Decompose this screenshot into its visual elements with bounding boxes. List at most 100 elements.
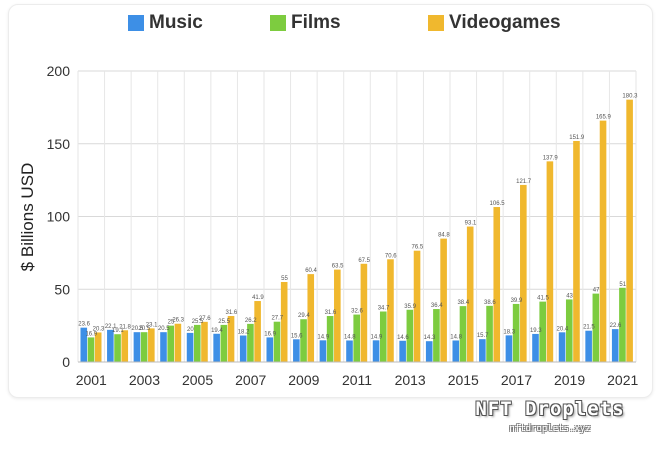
data-label-films: 26.2 bbox=[245, 318, 257, 324]
watermark-subtitle: nftdroplets.xyz bbox=[509, 424, 591, 434]
data-label-videogames: 137.9 bbox=[543, 155, 559, 161]
data-label-videogames: 84.8 bbox=[438, 233, 450, 239]
bar-films-2021 bbox=[619, 287, 626, 362]
bar-films-2018 bbox=[539, 301, 546, 362]
data-label-videogames: 20.3 bbox=[93, 326, 105, 332]
bar-music-2019 bbox=[558, 332, 566, 362]
bar-films-2007 bbox=[247, 323, 254, 362]
bar-films-2002 bbox=[114, 334, 121, 362]
data-label-music: 19.3 bbox=[530, 328, 542, 334]
data-label-films: 32.6 bbox=[351, 309, 363, 315]
bar-music-2010 bbox=[319, 340, 327, 362]
bar-music-2006 bbox=[213, 333, 220, 362]
bar-music-2014 bbox=[425, 341, 433, 362]
legend-swatch-videogames bbox=[428, 15, 444, 31]
legend-label-music: Music bbox=[149, 12, 203, 33]
data-label-films: 36.4 bbox=[431, 303, 443, 309]
bar-films-2004 bbox=[167, 325, 174, 362]
x-tick-label: 2017 bbox=[501, 372, 532, 388]
bar-videogames-2015 bbox=[466, 226, 474, 362]
x-tick-label: 2013 bbox=[395, 372, 426, 388]
bar-videogames-2001 bbox=[94, 332, 102, 362]
x-tick-label: 2001 bbox=[76, 372, 107, 388]
bar-music-2018 bbox=[532, 333, 539, 362]
data-label-videogames: 121.7 bbox=[516, 179, 532, 185]
bar-music-2003 bbox=[133, 332, 141, 362]
data-label-music: 22.6 bbox=[610, 323, 622, 329]
y-tick-label: 50 bbox=[54, 281, 70, 297]
bar-films-2019 bbox=[565, 299, 573, 362]
data-label-videogames: 70.6 bbox=[385, 253, 397, 259]
bars-layer bbox=[80, 99, 633, 362]
data-label-films: 51 bbox=[619, 282, 626, 288]
data-label-videogames: 93.1 bbox=[465, 221, 477, 227]
data-label-music: 23.6 bbox=[78, 322, 90, 328]
bar-music-2021 bbox=[611, 329, 619, 362]
bar-videogames-2009 bbox=[307, 274, 315, 362]
data-label-videogames: 106.5 bbox=[490, 201, 506, 207]
data-label-films: 39.9 bbox=[511, 298, 523, 304]
bar-music-2002 bbox=[107, 329, 114, 362]
data-label-films: 27.7 bbox=[271, 316, 283, 322]
bar-films-2009 bbox=[300, 319, 307, 362]
x-tick-label: 2003 bbox=[129, 372, 160, 388]
bar-music-2009 bbox=[293, 339, 300, 362]
bar-films-2005 bbox=[193, 324, 201, 362]
bar-films-2017 bbox=[512, 303, 520, 362]
x-tick-label: 2021 bbox=[607, 372, 638, 388]
data-label-films: 25.5 bbox=[218, 319, 230, 325]
data-label-music: 20.5 bbox=[131, 326, 143, 332]
data-label-videogames: 21.8 bbox=[119, 324, 131, 330]
data-label-films: 38.6 bbox=[484, 300, 496, 306]
bar-films-2016 bbox=[486, 305, 493, 362]
legend-item-music: Music bbox=[128, 8, 203, 38]
data-label-music: 20.5 bbox=[158, 326, 170, 332]
data-label-films: 25.5 bbox=[192, 319, 204, 325]
watermark: NFT Droplets nftdroplets.xyz bbox=[470, 398, 630, 434]
data-label-films: 41.5 bbox=[537, 296, 549, 302]
data-label-films: 43 bbox=[566, 293, 573, 299]
data-label-music: 21.5 bbox=[583, 325, 595, 331]
data-label-films: 38.4 bbox=[457, 300, 469, 306]
bar-music-2015 bbox=[452, 340, 460, 362]
bar-videogames-2010 bbox=[334, 269, 341, 362]
bar-videogames-2016 bbox=[493, 207, 501, 362]
data-label-music: 20.4 bbox=[557, 326, 569, 332]
data-label-films: 31.6 bbox=[325, 310, 337, 316]
data-label-films: 16.9 bbox=[85, 331, 97, 337]
bar-videogames-2013 bbox=[413, 250, 421, 362]
legend-label-videogames: Videogames bbox=[449, 12, 561, 33]
data-label-music: 15.6 bbox=[291, 333, 303, 339]
data-label-videogames: 180.3 bbox=[622, 94, 638, 100]
bar-music-2001 bbox=[80, 327, 88, 362]
data-label-videogames: 55 bbox=[281, 276, 288, 282]
data-label-videogames: 60.4 bbox=[305, 268, 317, 274]
data-label-videogames: 26.3 bbox=[172, 318, 184, 324]
bar-music-2005 bbox=[186, 332, 194, 362]
bar-videogames-2014 bbox=[440, 238, 447, 362]
watermark-title: NFT Droplets bbox=[475, 398, 625, 420]
bar-films-2011 bbox=[353, 314, 360, 362]
legend-item-films: Films bbox=[270, 8, 341, 38]
data-label-music: 16.9 bbox=[264, 331, 276, 337]
y-tick-label: 100 bbox=[47, 209, 71, 225]
x-tick-label: 2005 bbox=[182, 372, 213, 388]
bar-videogames-2007 bbox=[254, 301, 261, 362]
bar-videogames-2012 bbox=[387, 259, 394, 362]
data-label-videogames: 76.5 bbox=[411, 245, 423, 251]
bar-films-2012 bbox=[379, 311, 387, 362]
data-label-music: 14.6 bbox=[397, 335, 409, 341]
bar-videogames-2006 bbox=[227, 316, 235, 362]
bar-videogames-2020 bbox=[599, 120, 607, 362]
data-label-music: 14.9 bbox=[317, 334, 329, 340]
bar-films-2014 bbox=[433, 309, 440, 362]
data-label-films: 34.7 bbox=[378, 306, 390, 312]
data-label-videogames: 151.9 bbox=[569, 135, 585, 141]
bar-music-2013 bbox=[399, 340, 406, 362]
data-label-music: 18.3 bbox=[503, 329, 515, 335]
bar-videogames-2005 bbox=[201, 321, 208, 362]
data-labels-layer: 23.6 22.1 20.5 20.5 20 19.4 18.2 16.9 15.6 14.9 14… bbox=[78, 94, 638, 342]
data-label-music: 19.4 bbox=[211, 328, 223, 334]
